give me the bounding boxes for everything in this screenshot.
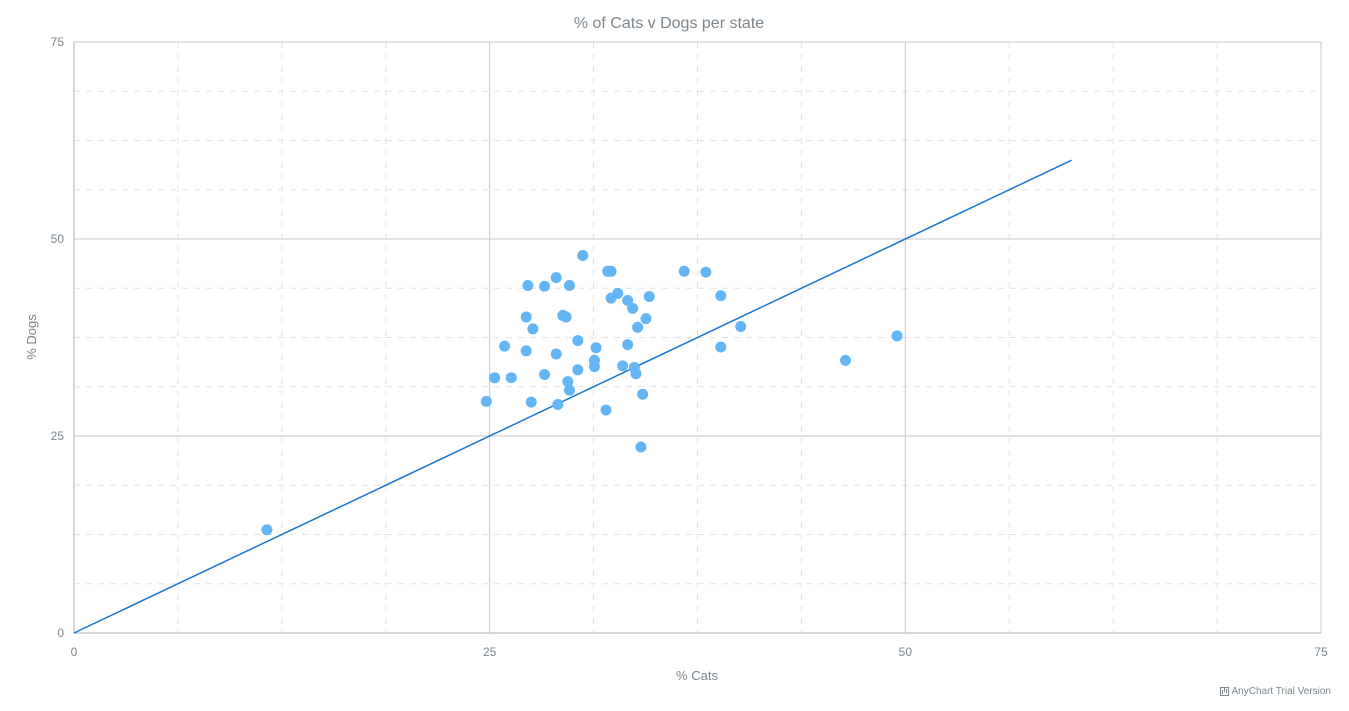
scatter-point	[522, 279, 534, 291]
credit-text: AnyChart Trial Version	[1231, 686, 1332, 697]
scatter-point	[563, 384, 575, 396]
scatter-point	[630, 368, 642, 380]
scatter-point	[590, 342, 602, 354]
scatter-point	[560, 311, 572, 323]
scatter-point	[489, 372, 501, 384]
scatter-point	[612, 287, 624, 299]
scatter-point	[678, 265, 690, 277]
x-tick-label: 50	[899, 645, 913, 659]
scatter-point	[527, 323, 539, 335]
scatter-point	[550, 348, 562, 360]
scatter-point	[700, 266, 712, 278]
axes	[73, 42, 1321, 634]
scatter-point	[891, 330, 903, 342]
y-tick-label: 25	[51, 429, 65, 443]
scatter-point	[550, 272, 562, 284]
x-tick-label: 0	[71, 645, 78, 659]
scatter-series	[261, 250, 903, 536]
y-tick-label: 75	[51, 35, 65, 49]
credit-watermark[interactable]: AnyChart Trial Version	[1219, 686, 1332, 697]
tick-labels: 0 25 50 75 0 25 50 75	[51, 35, 1328, 659]
scatter-point	[499, 340, 511, 352]
x-tick-label: 75	[1314, 645, 1328, 659]
x-axis-title: % Cats	[676, 668, 718, 683]
chart-logo-icon	[1219, 687, 1229, 696]
scatter-point	[637, 388, 649, 400]
scatter-point	[622, 339, 634, 351]
reference-line-series	[73, 159, 1072, 634]
scatter-point	[563, 279, 575, 291]
scatter-point	[539, 280, 551, 292]
scatter-point	[640, 313, 652, 325]
y-axis-title: % Dogs	[24, 314, 39, 360]
scatter-point	[635, 441, 647, 453]
scatter-point	[715, 341, 727, 353]
scatter-point	[839, 354, 851, 366]
y-tick-label: 0	[57, 626, 64, 640]
scatter-point	[562, 376, 574, 388]
scatter-point	[520, 345, 532, 357]
scatter-point	[577, 250, 589, 262]
scatter-point	[627, 302, 639, 314]
scatter-point	[520, 311, 532, 323]
scatter-point	[600, 404, 612, 416]
reference-line	[73, 159, 1072, 634]
scatter-point	[572, 335, 584, 347]
scatter-point	[261, 524, 273, 536]
scatter-point	[605, 265, 617, 277]
scatter-point	[617, 360, 629, 372]
scatter-point	[622, 294, 634, 306]
scatter-point	[735, 320, 747, 332]
scatter-point	[572, 364, 584, 376]
chart-title: % of Cats v Dogs per state	[574, 15, 764, 32]
scatter-point	[715, 290, 727, 302]
scatter-point	[505, 372, 517, 384]
scatter-point	[539, 369, 551, 381]
scatter-point	[480, 395, 492, 407]
x-tick-label: 25	[483, 645, 497, 659]
scatter-point	[643, 291, 655, 303]
scatter-point	[588, 361, 600, 373]
y-tick-label: 50	[51, 232, 65, 246]
scatter-point	[525, 396, 537, 408]
scatter-point	[632, 321, 644, 333]
scatter-point	[552, 398, 564, 410]
